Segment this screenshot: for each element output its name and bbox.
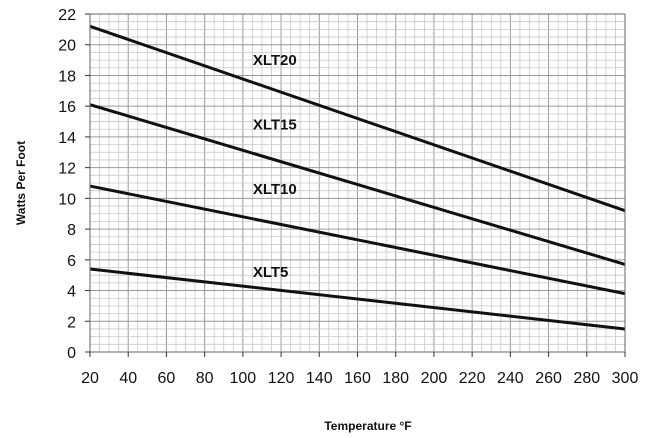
y-tick-label: 6 xyxy=(67,253,76,270)
x-tick-label: 300 xyxy=(612,370,639,387)
y-tick-label: 8 xyxy=(67,222,76,239)
y-tick-label: 2 xyxy=(67,314,76,331)
x-tick-label: 100 xyxy=(230,370,257,387)
x-tick-label: 140 xyxy=(306,370,333,387)
y-tick-label: 14 xyxy=(58,130,76,147)
x-tick-label: 60 xyxy=(158,370,176,387)
x-axis-title: Temperature °F xyxy=(324,419,411,433)
series-label-xlt5: XLT5 xyxy=(253,264,289,281)
series-label-xlt10: XLT10 xyxy=(253,181,297,198)
x-tick-label: 200 xyxy=(421,370,448,387)
x-axis-ticks: 20 40 60 80 100 120 140 160 180 200 220 240 260 280 30… xyxy=(81,352,638,387)
x-tick-label: 40 xyxy=(119,370,137,387)
series-label-xlt20: XLT20 xyxy=(253,52,297,69)
x-tick-label: 80 xyxy=(196,370,214,387)
y-tick-label: 0 xyxy=(67,345,76,362)
x-tick-label: 240 xyxy=(497,370,524,387)
series-labels: XLT20 XLT15 XLT10 XLT5 xyxy=(253,52,297,281)
y-tick-label: 22 xyxy=(58,7,76,24)
series-line-xlt20 xyxy=(89,24,626,213)
y-tick-label: 20 xyxy=(58,38,76,55)
series-lines xyxy=(89,24,626,331)
y-axis-title: Watts Per Foot xyxy=(14,141,28,225)
y-axis-ticks: 0 2 4 6 8 10 12 14 16 18 20 22 xyxy=(58,7,90,362)
series-label-xlt15: XLT15 xyxy=(253,117,297,134)
series-line-xlt15 xyxy=(89,103,626,266)
x-tick-label: 160 xyxy=(344,370,371,387)
x-tick-label: 180 xyxy=(382,370,409,387)
y-tick-label: 18 xyxy=(58,68,76,85)
x-tick-label: 20 xyxy=(81,370,99,387)
y-tick-label: 12 xyxy=(58,161,76,178)
y-tick-label: 16 xyxy=(58,99,76,116)
series-line-xlt5 xyxy=(89,267,626,331)
chart-grid xyxy=(89,13,626,353)
y-tick-label: 10 xyxy=(58,191,76,208)
y-tick-label: 4 xyxy=(67,284,76,301)
x-tick-label: 220 xyxy=(459,370,486,387)
x-tick-label: 120 xyxy=(268,370,295,387)
x-tick-label: 280 xyxy=(573,370,600,387)
series-line-xlt10 xyxy=(89,184,626,296)
x-tick-label: 260 xyxy=(535,370,562,387)
